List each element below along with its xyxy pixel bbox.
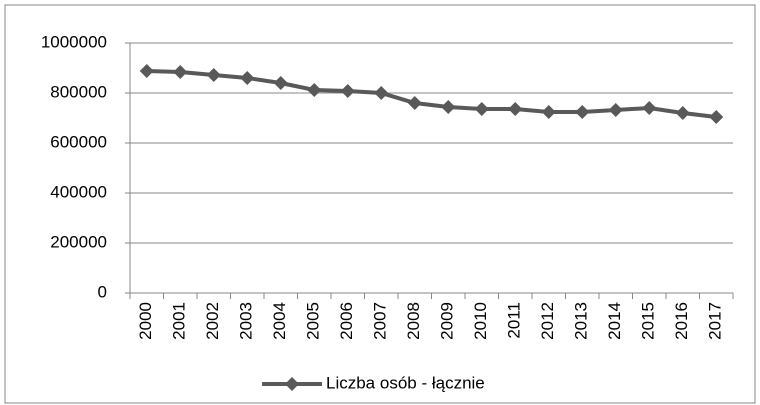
x-tick-label: 2016 — [672, 302, 691, 340]
legend-label: Liczba osób - łącznie — [326, 373, 485, 392]
data-point — [240, 71, 255, 85]
data-point — [608, 103, 623, 117]
data-point — [173, 65, 188, 79]
data-point — [642, 101, 657, 115]
x-tick-label: 2001 — [170, 302, 189, 340]
data-point — [441, 100, 456, 114]
y-tick-label: 1000000 — [41, 32, 107, 51]
x-tick-label: 2013 — [572, 302, 591, 340]
data-point — [709, 110, 724, 124]
x-tick-label: 2004 — [270, 302, 289, 340]
data-point — [307, 83, 322, 97]
chart-border — [4, 4, 756, 404]
legend-marker — [285, 377, 299, 391]
data-point — [273, 76, 288, 90]
x-tick-label: 2007 — [371, 302, 390, 340]
data-point — [139, 64, 154, 78]
data-point — [206, 68, 221, 82]
x-tick-label: 2006 — [337, 302, 356, 340]
x-tick-label: 2010 — [471, 302, 490, 340]
x-tick-label: 2012 — [538, 302, 557, 340]
y-tick-label: 200000 — [50, 232, 107, 251]
y-tick-label: 400000 — [50, 182, 107, 201]
x-tick-label: 2015 — [639, 302, 658, 340]
data-point — [340, 84, 355, 98]
data-point — [675, 106, 690, 120]
x-tick-label: 2014 — [605, 302, 624, 340]
x-tick-label: 2003 — [237, 302, 256, 340]
x-tick-label: 2011 — [505, 302, 524, 339]
y-tick-label: 0 — [98, 282, 107, 301]
data-point — [575, 105, 590, 119]
data-point — [407, 96, 422, 110]
x-tick-label: 2017 — [706, 302, 725, 340]
y-tick-label: 600000 — [50, 132, 107, 151]
data-point — [374, 86, 389, 100]
data-point — [508, 102, 523, 116]
x-tick-label: 2005 — [304, 302, 323, 340]
x-tick-label: 2000 — [136, 302, 155, 340]
x-tick-label: 2009 — [438, 302, 457, 340]
data-point — [541, 105, 556, 119]
x-tick-label: 2008 — [404, 302, 423, 340]
data-point — [474, 102, 489, 116]
x-tick-label: 2002 — [203, 302, 222, 340]
y-tick-label: 800000 — [50, 82, 107, 101]
